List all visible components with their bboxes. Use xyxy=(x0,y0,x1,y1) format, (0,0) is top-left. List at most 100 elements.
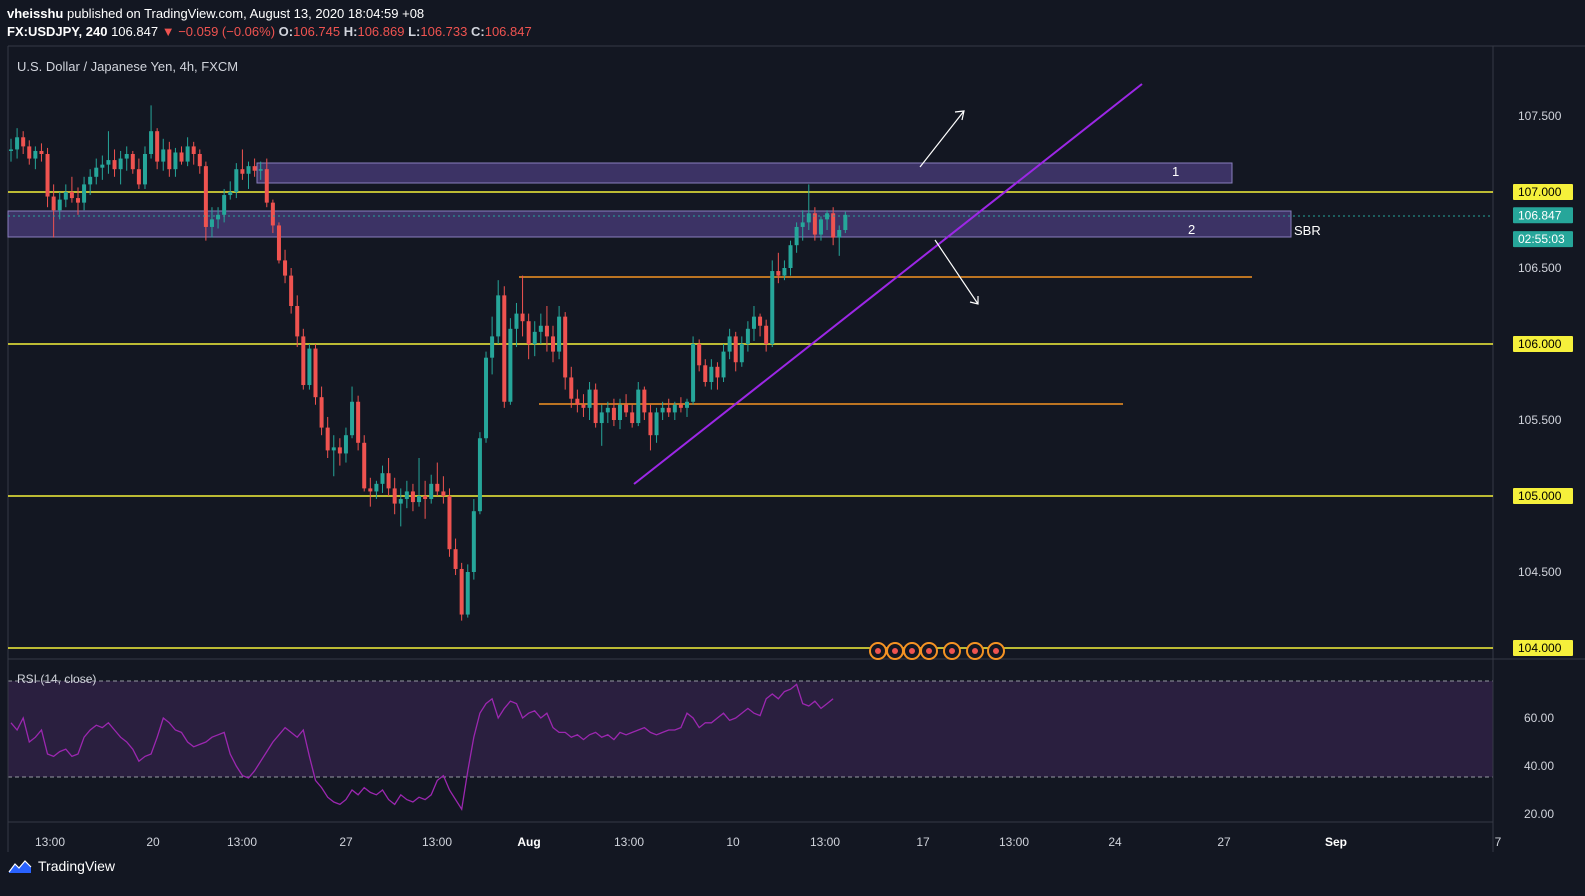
chart-canvas[interactable]: 60.00 40.00 20.00 RSI (14, close) 1 2 SBR xyxy=(0,0,1585,852)
last-price: 106.847 xyxy=(111,24,159,39)
candle-body xyxy=(252,166,257,171)
candle-body xyxy=(356,401,361,443)
candle xyxy=(410,483,415,512)
brand-name: TradingView xyxy=(38,858,116,874)
candle-body xyxy=(149,131,154,154)
candle-body xyxy=(739,344,744,363)
time-axis[interactable]: 13:00 20 13:00 27 13:00 Aug 13:00 10 13:00 17 13:0… xyxy=(35,835,1502,849)
candle xyxy=(532,321,537,357)
price-tag: 106.000 xyxy=(1513,336,1573,352)
candle xyxy=(240,149,245,180)
candle xyxy=(142,146,147,189)
candle xyxy=(350,386,355,439)
candle xyxy=(374,480,379,500)
candle-body xyxy=(21,137,26,147)
price-tick-label: 105.500 xyxy=(1518,413,1562,427)
price-tick-label: 104.500 xyxy=(1518,565,1562,579)
candle-body xyxy=(130,154,135,170)
candle-body xyxy=(264,169,269,203)
candle xyxy=(319,386,324,436)
economic-events-markers[interactable] xyxy=(869,642,1005,660)
candle-body xyxy=(112,160,117,170)
candle xyxy=(179,146,184,165)
candle-body xyxy=(63,192,68,200)
candle-body xyxy=(39,150,44,154)
sbr-zone-2[interactable] xyxy=(7,210,1292,238)
candle-body xyxy=(209,219,214,227)
candle-body xyxy=(386,473,391,489)
candle xyxy=(276,222,281,264)
candle xyxy=(526,313,531,360)
candle-body xyxy=(27,146,32,159)
candle xyxy=(252,158,257,177)
candle xyxy=(325,416,330,458)
candle-body xyxy=(179,152,184,162)
candle-body xyxy=(423,496,428,500)
candle xyxy=(776,252,781,284)
candle-body xyxy=(514,313,519,329)
candle xyxy=(788,240,793,276)
candle xyxy=(496,280,501,344)
candle-body xyxy=(398,499,403,504)
candle-body xyxy=(484,357,489,439)
candle xyxy=(739,336,744,367)
candle-body xyxy=(246,166,251,174)
candle-body xyxy=(678,404,683,408)
candle-body xyxy=(508,328,513,402)
zones[interactable] xyxy=(7,162,1292,238)
candle xyxy=(800,210,805,241)
candle-body xyxy=(660,407,665,413)
candle xyxy=(520,275,525,337)
resistance-zone-1[interactable] xyxy=(256,162,1233,184)
candle-body xyxy=(325,427,330,451)
candle-body xyxy=(331,447,336,451)
candle-body xyxy=(392,488,397,504)
candle-body xyxy=(45,154,50,197)
chart-title: U.S. Dollar / Japanese Yen, 4h, FXCM xyxy=(17,59,238,74)
candle xyxy=(283,249,288,284)
time-tick-label: 10 xyxy=(726,835,740,849)
candle xyxy=(642,386,647,420)
tradingview-logo-icon xyxy=(8,860,32,873)
candle-body xyxy=(234,169,239,192)
author-name[interactable]: vheisshu xyxy=(7,6,64,21)
candle xyxy=(39,143,44,162)
candle xyxy=(423,480,428,519)
candle-body xyxy=(709,366,714,382)
candle-body xyxy=(100,164,105,168)
event-marker xyxy=(886,642,904,660)
candle-body xyxy=(782,268,787,276)
candle-body xyxy=(502,295,507,402)
candle-body xyxy=(684,401,689,408)
candle xyxy=(149,105,154,159)
candle xyxy=(660,401,665,420)
price-tag-label: 106.000 xyxy=(1518,337,1562,351)
candle xyxy=(733,331,738,372)
candle xyxy=(599,404,604,446)
candle xyxy=(307,344,312,390)
candle-body xyxy=(94,167,99,177)
candle xyxy=(45,147,50,208)
candle xyxy=(684,398,689,417)
candle xyxy=(575,389,580,413)
tradingview-brand[interactable]: TradingView xyxy=(8,858,115,874)
candle xyxy=(417,458,422,507)
candle-body xyxy=(788,245,793,268)
candle-body xyxy=(770,271,775,344)
ascending-trendline[interactable] xyxy=(633,83,1143,485)
candle-body xyxy=(624,404,629,413)
candle-body xyxy=(843,214,848,230)
arrow-down-icon[interactable] xyxy=(934,239,979,305)
candle-body xyxy=(429,483,434,500)
arrow-up-icon[interactable] xyxy=(919,110,965,168)
rsi-pane[interactable]: 60.00 40.00 20.00 RSI (14, close) xyxy=(8,672,1554,821)
horizontal-levels[interactable] xyxy=(8,191,1493,649)
candle xyxy=(234,163,239,199)
candle xyxy=(581,394,586,417)
event-marker xyxy=(903,642,921,660)
candle-body xyxy=(374,483,379,492)
published-text: published on TradingView.com, August 13,… xyxy=(66,6,425,21)
price-tag-label: 107.000 xyxy=(1518,185,1562,199)
candle xyxy=(630,404,635,428)
candle xyxy=(15,128,20,159)
